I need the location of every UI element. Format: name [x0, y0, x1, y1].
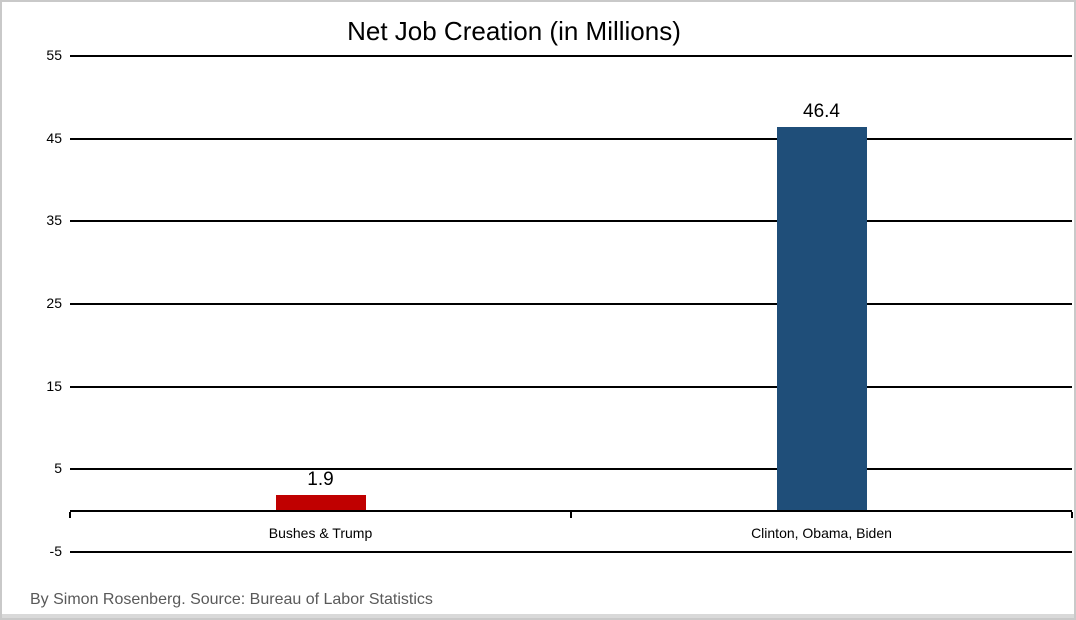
gridline — [70, 220, 1072, 223]
chart-title: Net Job Creation (in Millions) — [347, 16, 681, 46]
gridline — [70, 468, 1072, 471]
y-axis-tick-label: 15 — [46, 377, 62, 394]
x-axis-tick — [69, 511, 71, 518]
y-axis-tick-label: -5 — [49, 543, 62, 559]
gridline — [70, 55, 1072, 57]
bar-value-label: 1.9 — [307, 468, 334, 490]
gridline — [70, 303, 1072, 305]
bar-clinton-obama-biden — [776, 127, 867, 511]
bar-value-label: 46.4 — [803, 101, 840, 123]
bar-bushes-trump — [275, 494, 366, 511]
y-axis-tick-label: 45 — [46, 129, 62, 146]
x-axis-baseline — [70, 509, 1072, 512]
y-axis-tick-label: 35 — [46, 212, 62, 229]
y-axis-tick-label: 55 — [46, 47, 62, 63]
y-axis-tick-label: 5 — [54, 460, 62, 477]
category-label: Bushes & Trump — [268, 524, 373, 541]
gridline — [70, 137, 1072, 140]
category-label: Clinton, Obama, Biden — [751, 524, 892, 541]
bottom-edge-strip — [2, 614, 1074, 618]
x-axis-tick — [570, 511, 572, 518]
gridline — [70, 551, 1072, 553]
x-axis-tick — [1071, 511, 1073, 518]
gridline — [70, 385, 1072, 388]
y-axis-tick-label: 25 — [46, 295, 62, 311]
source-note: By Simon Rosenberg. Source: Bureau of La… — [30, 591, 433, 608]
